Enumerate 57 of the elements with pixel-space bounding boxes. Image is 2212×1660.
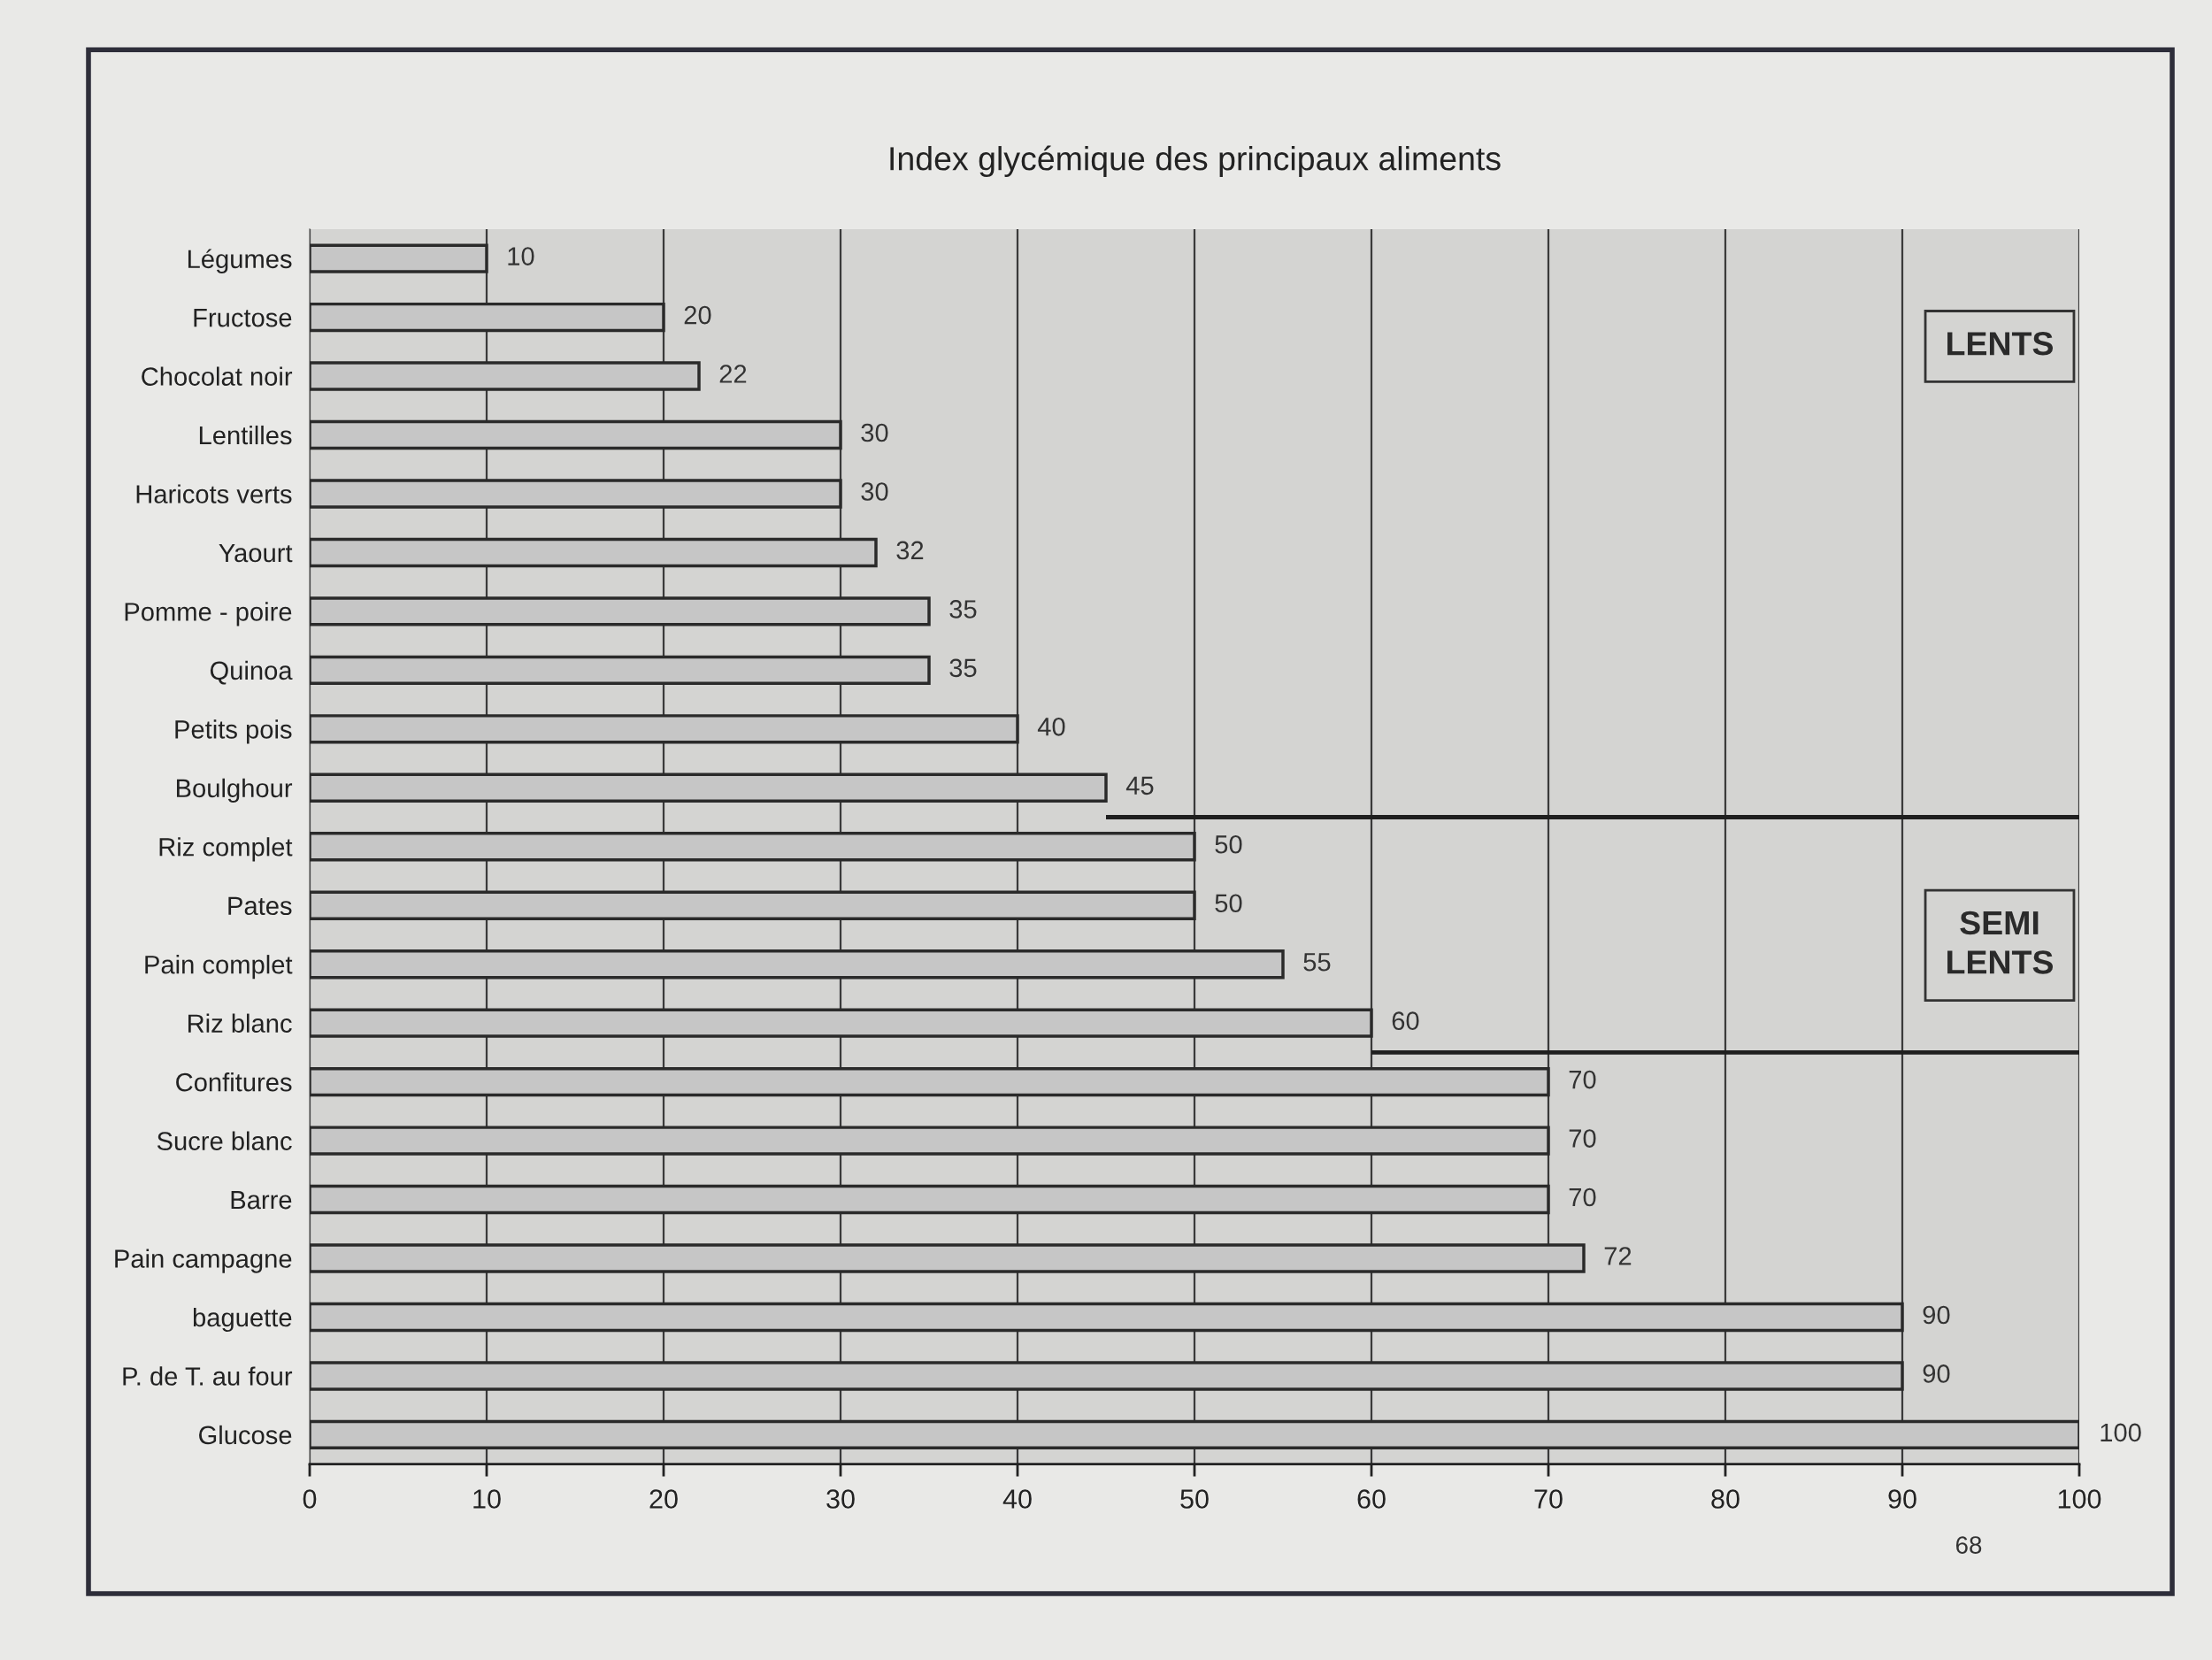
text: 68 xyxy=(1955,1536,1982,1554)
x-tick-label: 20 xyxy=(649,1489,678,1509)
y-tick-label: Chocolat noir xyxy=(142,366,293,386)
y-tick-label: Barre xyxy=(231,1191,292,1210)
annotation: SEMI LENTS xyxy=(1947,911,2053,974)
data-label: 10 xyxy=(508,247,534,265)
y-tick-label: Petits pois xyxy=(175,719,292,744)
data-label: 70 xyxy=(1569,1129,1596,1148)
y-tick-label: Riz blanc xyxy=(188,1013,292,1034)
data-label: 30 xyxy=(861,482,888,501)
data-label: 30 xyxy=(861,423,888,442)
y-tick-label: baguette xyxy=(193,1307,292,1333)
data-label: 45 xyxy=(1125,776,1154,795)
y-tick-label: Pates xyxy=(228,896,292,916)
x-tick-label: 30 xyxy=(826,1489,855,1509)
y-tick-label: Lentilles xyxy=(199,425,292,445)
chart-title: Index glycémique des principaux aliments xyxy=(890,145,1501,177)
y-tick-label: Riz complet xyxy=(159,837,293,862)
x-tick-label: 70 xyxy=(1534,1489,1563,1509)
y-tick-label: Quinoa xyxy=(210,660,293,685)
data-label: 70 xyxy=(1569,1187,1596,1207)
y-tick-label: Glucose xyxy=(199,1425,292,1445)
y-tick-label: Pomme - poire xyxy=(125,602,292,626)
x-tick-label: 80 xyxy=(1711,1489,1740,1509)
x-tick-label: 90 xyxy=(1888,1489,1916,1509)
x-tick-label: 0 xyxy=(303,1489,317,1509)
y-tick-label: Pain complet xyxy=(145,955,293,980)
data-label: 20 xyxy=(684,305,711,325)
x-tick-label: 50 xyxy=(1180,1489,1209,1509)
data-label: 40 xyxy=(1037,718,1065,736)
y-tick-label: Pain campagne xyxy=(115,1249,292,1273)
data-label: 50 xyxy=(1215,894,1242,913)
x-tick-label: 10 xyxy=(473,1489,501,1509)
data-label: 55 xyxy=(1303,953,1331,972)
annotation: LENTS xyxy=(1947,332,2053,356)
x-tick-label: 100 xyxy=(2058,1489,2101,1509)
data-label: 90 xyxy=(1923,1364,1950,1383)
data-label: 100 xyxy=(2101,1423,2141,1442)
data-label: 60 xyxy=(1392,1011,1419,1030)
y-tick-label: Boulghour xyxy=(176,778,293,803)
y-tick-label: Légumes xyxy=(188,249,292,273)
x-tick-label: 40 xyxy=(1002,1489,1032,1509)
y-tick-label: Confitures xyxy=(176,1072,292,1092)
y-tick-label: P. de T. au four xyxy=(123,1366,293,1386)
y-tick-label: Fructose xyxy=(194,309,292,327)
data-label: 50 xyxy=(1215,834,1242,854)
data-label: 32 xyxy=(896,541,924,560)
x-tick-label: 60 xyxy=(1357,1489,1386,1509)
data-label: 35 xyxy=(949,600,977,619)
data-label: 72 xyxy=(1604,1247,1632,1265)
data-label: 35 xyxy=(949,658,977,678)
y-tick-label: Sucre blanc xyxy=(157,1131,292,1150)
y-tick-label: Haricots verts xyxy=(136,484,292,503)
data-label: 90 xyxy=(1923,1305,1950,1325)
data-label: 22 xyxy=(719,365,747,383)
y-tick-label: Yaourt xyxy=(219,543,293,563)
data-label: 70 xyxy=(1569,1070,1596,1089)
